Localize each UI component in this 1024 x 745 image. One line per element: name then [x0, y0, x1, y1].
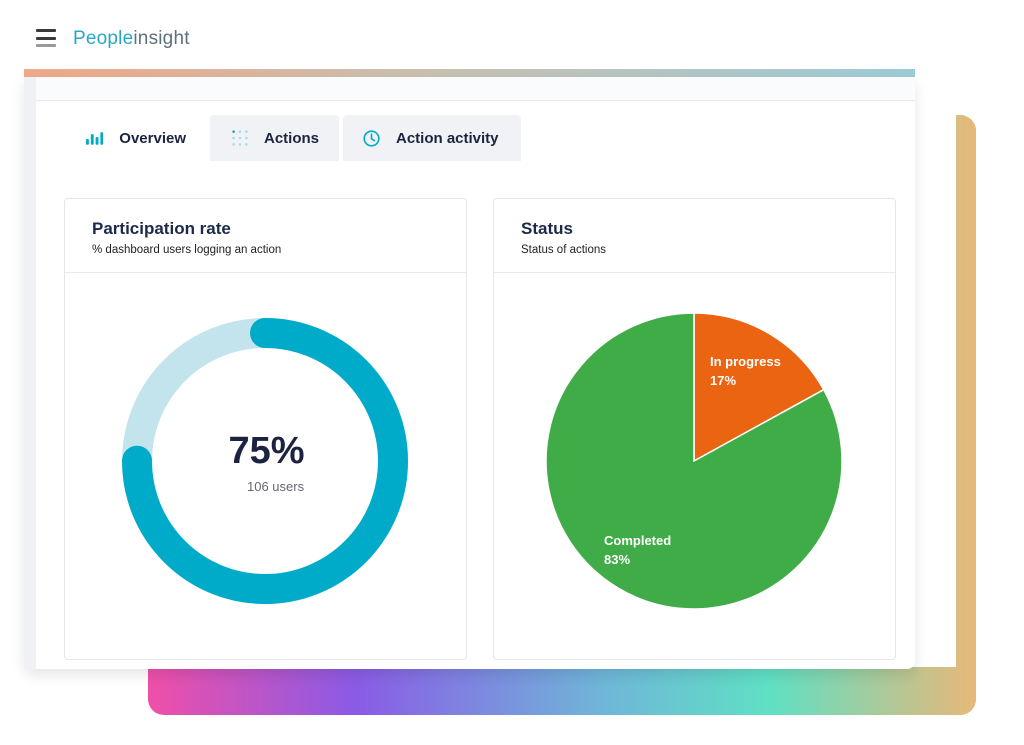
dots-grid-icon: [232, 130, 248, 146]
bar-chart-icon: [86, 132, 104, 145]
participation-user-count: 106 users: [247, 479, 305, 494]
pie-label-completed-name: Completed: [604, 533, 672, 548]
status-card-body: In progress 17% Completed 83%: [494, 273, 895, 659]
participation-card-subtitle: % dashboard users logging an action: [92, 244, 282, 256]
pie-label-completed: Completed 83%: [604, 531, 671, 569]
pie-label-in-progress-name: In progress: [710, 354, 781, 369]
tab-actions-label: Actions: [263, 129, 319, 147]
tab-actions[interactable]: Actions: [210, 115, 339, 161]
status-card-header: Status Status of actions: [494, 199, 895, 273]
status-card: Status Status of actions In progress 17%…: [493, 198, 896, 660]
header-accent-line: [24, 69, 915, 77]
hamburger-menu-icon[interactable]: [36, 29, 56, 47]
participation-rate-card: Participation rate % dashboard users log…: [64, 198, 467, 660]
donut-fill: [122, 318, 408, 604]
status-card-title: Status: [521, 219, 573, 238]
status-card-subtitle: Status of actions: [521, 244, 607, 256]
tab-overview[interactable]: Overview: [80, 115, 206, 161]
tab-bar: Overview Actions Action activity: [80, 115, 521, 161]
people-insight-logo[interactable]: Peopleinsight: [73, 28, 190, 50]
pie-label-completed-value: 83%: [604, 552, 631, 567]
participation-card-body: 75% 106 users: [65, 273, 466, 659]
tab-action-activity-label: Action activity: [396, 129, 499, 147]
panel-sidebar: [24, 77, 36, 669]
participation-card-header: Participation rate % dashboard users log…: [65, 199, 466, 273]
participation-donut: [122, 318, 408, 604]
logo-part-insight: insight: [133, 28, 190, 49]
logo-part-people: People: [73, 28, 134, 49]
status-pie-chart: [545, 312, 843, 610]
clock-icon: [363, 129, 380, 147]
dashboard-panel: Overview Actions Action activity: [24, 77, 915, 669]
pie-label-in-progress-value: 17%: [710, 373, 737, 388]
participation-card-title: Participation rate: [92, 219, 231, 238]
tab-overview-label: Overview: [119, 129, 186, 147]
top-header: Peopleinsight: [0, 0, 1024, 70]
pie-label-in-progress: In progress 17%: [710, 352, 781, 390]
participation-percentage: 75%: [228, 430, 305, 472]
tab-action-activity[interactable]: Action activity: [343, 115, 521, 161]
panel-top-strip: [36, 77, 915, 101]
pie-slice-completed[interactable]: [545, 312, 843, 610]
pie-slice-in-progress[interactable]: [693, 312, 825, 463]
